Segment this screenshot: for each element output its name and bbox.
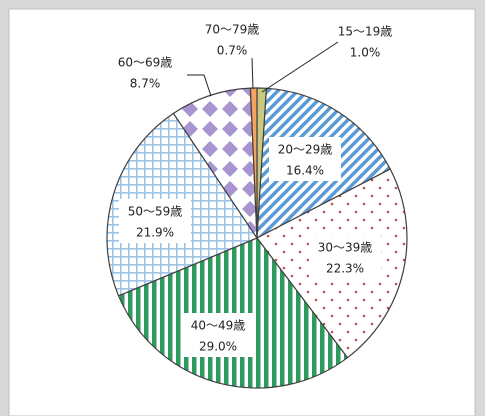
slice-value-label: 16.4% [286,164,324,178]
leader-line [261,41,339,93]
pie-slice [117,237,349,389]
leader-line [187,74,212,97]
slice-value-label: 21.9% [136,226,174,240]
slice-value-label: 0.7% [217,44,248,58]
slice-category-label: 70～79歳 [205,23,260,37]
label-box [182,313,254,357]
slice-value-label: 8.7% [130,77,161,91]
label-box [119,199,191,243]
slice-category-label: 30～39歳 [318,241,373,255]
slice-value-label: 22.3% [326,262,364,276]
pie-slice [249,87,258,239]
slice-value-label: 29.0% [199,340,237,354]
label-box [269,137,341,181]
slice-category-label: 50～59歳 [128,205,183,219]
slice-value-label: 1.0% [350,46,381,60]
pie-slice [172,87,258,241]
leader-line [251,57,254,90]
slice-category-label: 60～69歳 [118,56,173,70]
slice-category-label: 20～29歳 [278,143,333,157]
slice-category-label: 40～49歳 [191,319,246,333]
slice-category-label: 15～19歳 [338,25,393,39]
label-box [309,235,381,279]
